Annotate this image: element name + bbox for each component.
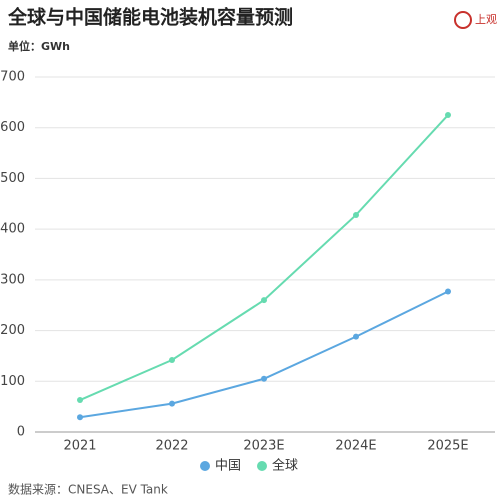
- x-tick-label: 2022: [155, 439, 188, 454]
- y-tick-label: 400: [0, 222, 25, 237]
- source: 数据来源：CNESA、EV Tank: [8, 482, 168, 497]
- y-tick-label: 100: [0, 374, 25, 389]
- unit-label: 单位：GWh: [8, 39, 70, 53]
- data-point: [169, 400, 175, 407]
- y-tick-label: 200: [0, 323, 25, 338]
- x-tick-label: 2024E: [335, 439, 376, 454]
- data-point: [261, 297, 267, 304]
- y-tick-label: 600: [0, 120, 25, 135]
- y-tick-label: 700: [0, 70, 25, 85]
- data-point: [77, 397, 83, 404]
- data-point: [445, 288, 451, 295]
- data-point: [169, 356, 175, 363]
- legend-label: 全球: [272, 458, 298, 474]
- data-point: [353, 333, 359, 340]
- logo: 上观: [475, 13, 497, 26]
- x-tick-label: 2021: [63, 439, 96, 454]
- data-point: [77, 414, 83, 421]
- chart-title: 全球与中国储能电池装机容量预测: [7, 6, 293, 29]
- series-line: [79, 114, 449, 401]
- legend-label: 中国: [215, 459, 241, 474]
- logo-icon: [454, 11, 472, 29]
- data-point: [353, 211, 359, 218]
- legend-marker: [257, 461, 267, 471]
- legend-marker: [200, 461, 210, 471]
- x-tick-label: 2023E: [243, 439, 284, 454]
- series-line: [79, 290, 449, 419]
- y-tick-label: 0: [17, 425, 25, 440]
- data-point: [261, 375, 267, 382]
- y-tick-label: 500: [0, 171, 25, 186]
- x-tick-label: 2025E: [427, 439, 468, 454]
- data-point: [445, 112, 451, 119]
- y-tick-label: 300: [0, 272, 25, 287]
